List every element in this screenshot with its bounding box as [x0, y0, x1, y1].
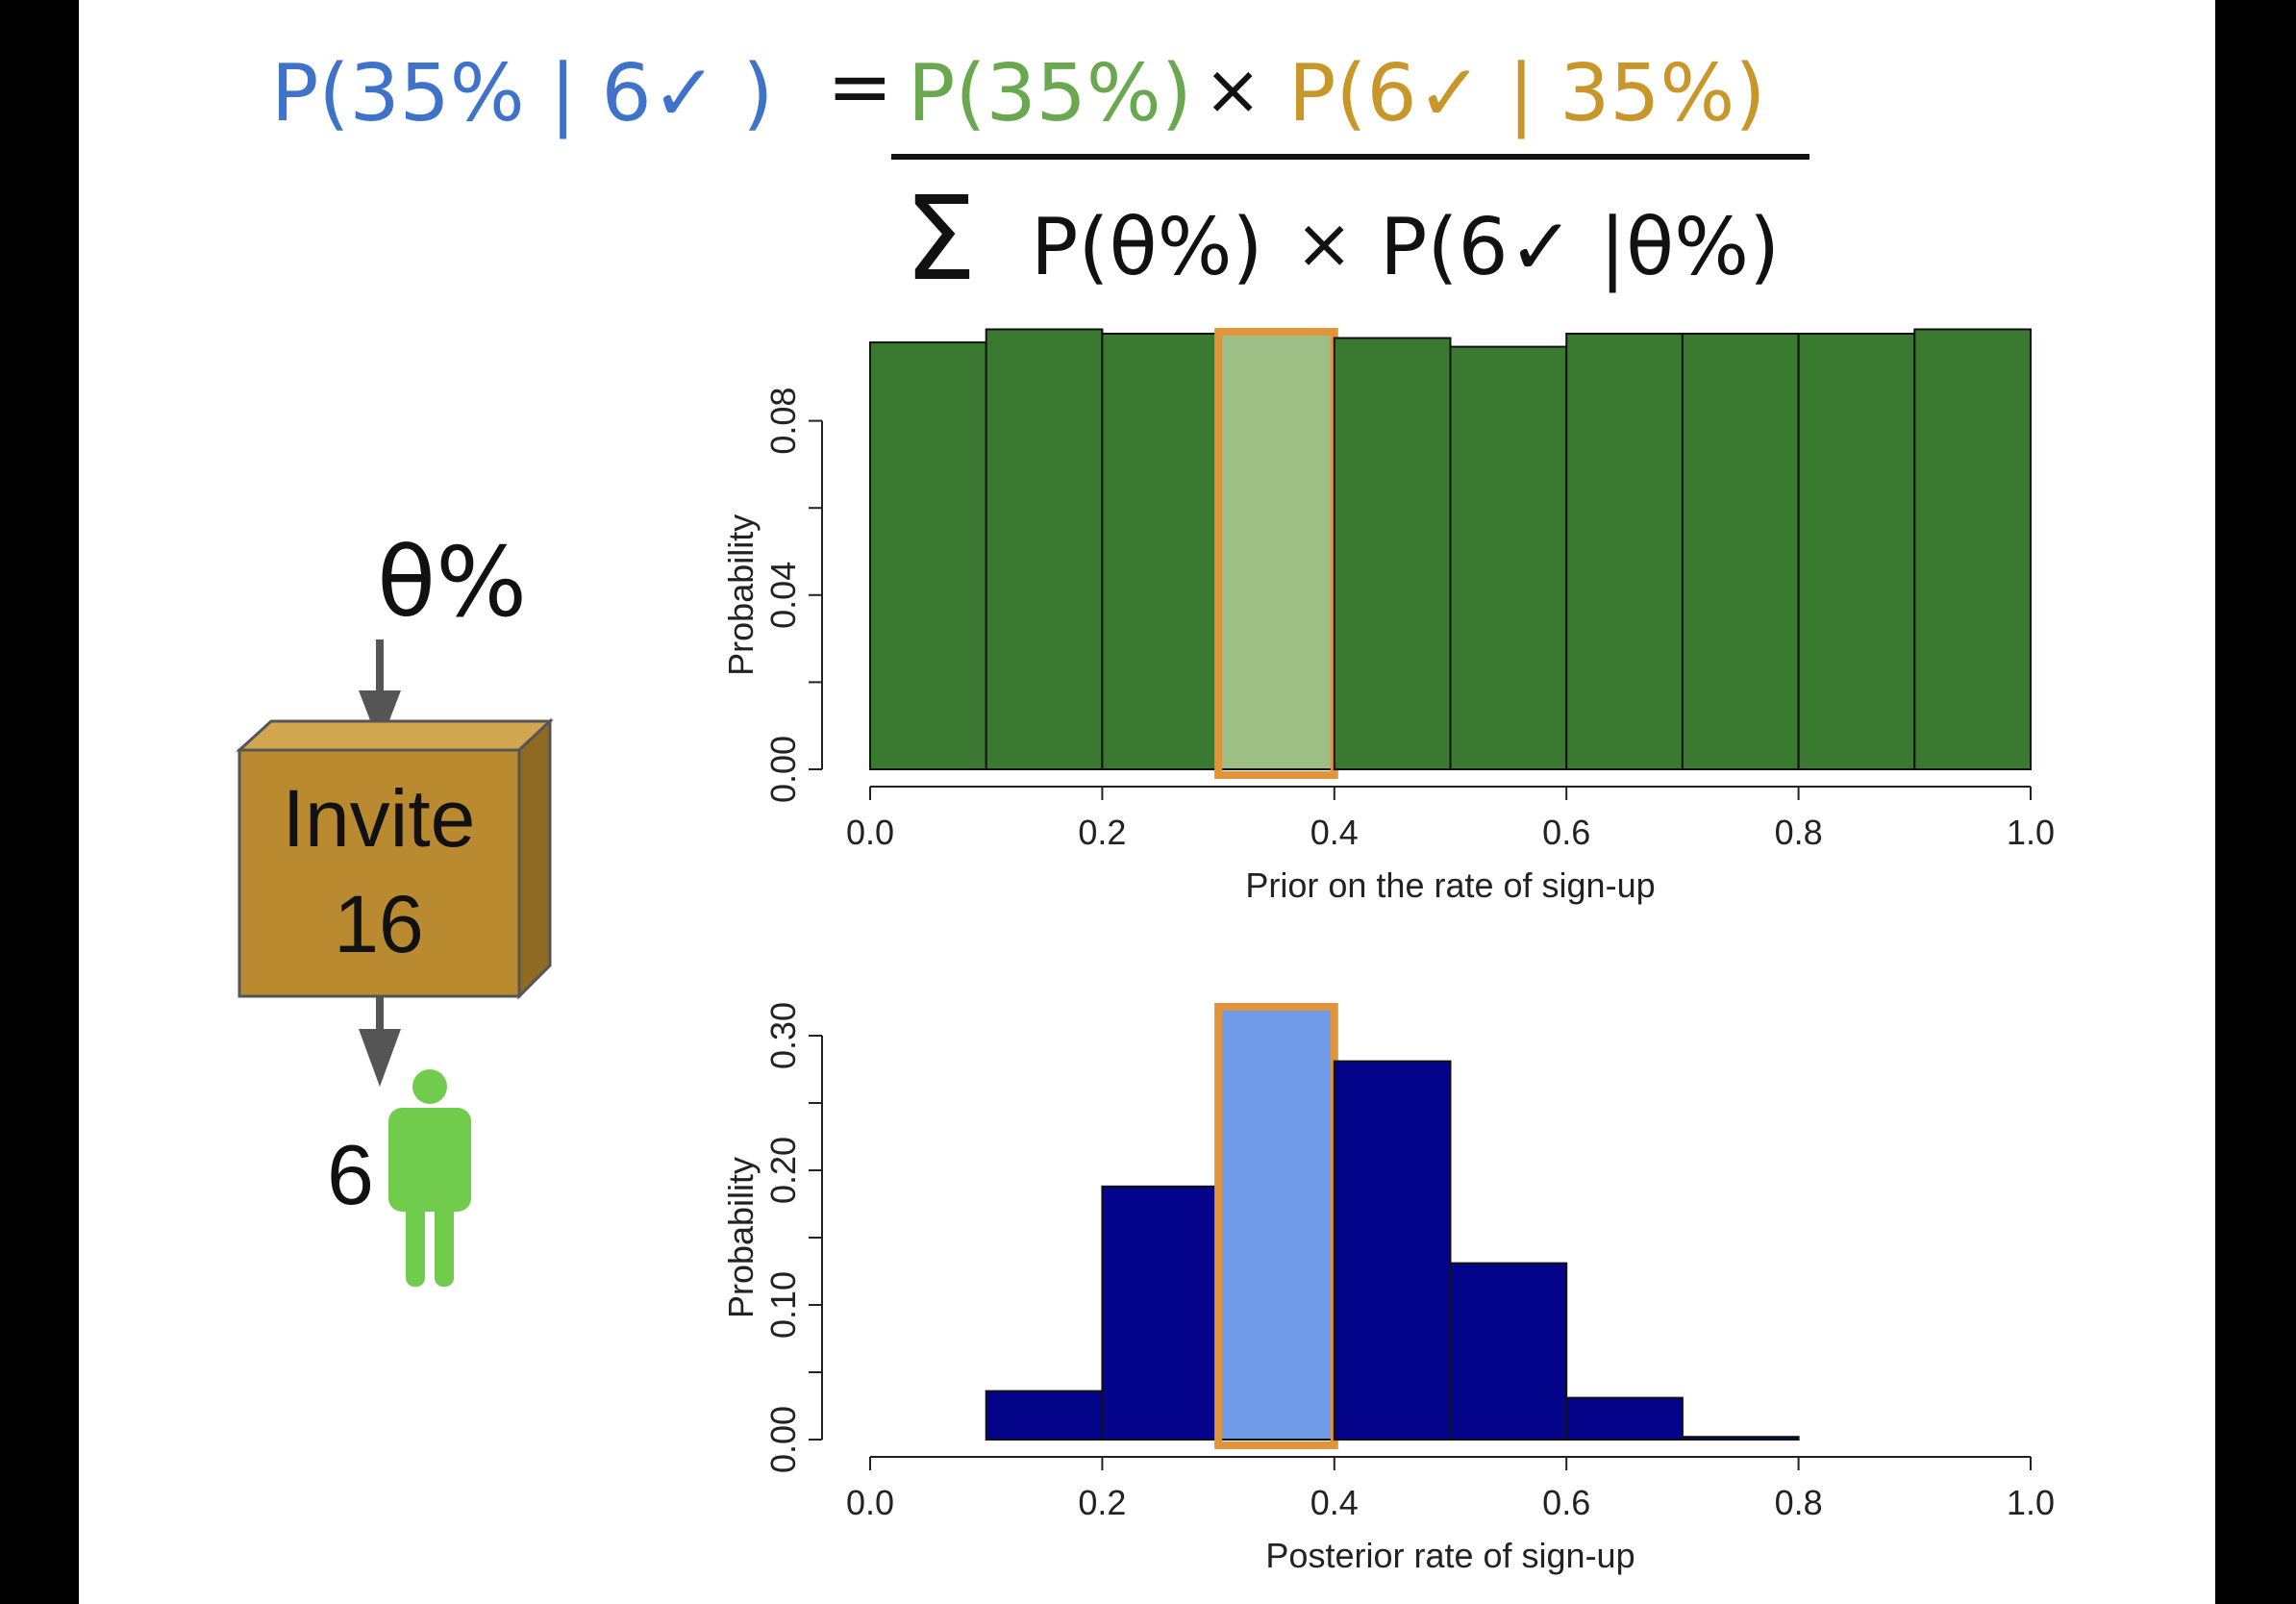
arrow-down-icon [359, 639, 401, 745]
x-tick-label: 1.0 [2007, 813, 2055, 852]
bar [1333, 337, 1452, 770]
x-tick-label: 0.8 [1775, 1483, 1823, 1522]
bar [1101, 1185, 1220, 1441]
formula-denominator-prior: P(θ%) [1031, 202, 1263, 293]
x-tick-label: 0.0 [846, 813, 894, 852]
person-icon [388, 1069, 471, 1287]
bar [985, 328, 1104, 770]
y-tick-label: 0.04 [763, 562, 803, 629]
y-tick-label: 0.00 [763, 1406, 803, 1473]
y-axis-label: Probability [721, 1157, 761, 1318]
x-tick-label: 0.2 [1078, 1483, 1126, 1522]
box-label-count: 16 [334, 879, 423, 969]
y-tick-label: 0.20 [763, 1137, 803, 1204]
prior-chart: 0.00 0.04 0.08 Probability 0.0 0.2 0.4 0.6 0.8 1.… [721, 328, 2055, 905]
y-tick-label: 0.08 [763, 388, 803, 455]
y-axis-label: Probability [721, 514, 761, 676]
x-tick-label: 0.8 [1775, 813, 1823, 852]
bar [1449, 345, 1568, 770]
formula-numerator-likelihood: P(6✓ | 35%) [1288, 48, 1765, 139]
x-tick-label: 0.6 [1542, 813, 1590, 852]
arrow-down-icon [359, 996, 401, 1087]
formula-lhs: P(35% | 6✓ ) [271, 48, 773, 139]
invite-box: Invite 16 [236, 717, 554, 1000]
sigma-symbol: Σ [904, 173, 977, 307]
x-tick-label: 0.0 [846, 1483, 894, 1522]
box-front-face [237, 748, 521, 998]
bar [1565, 1396, 1684, 1441]
bar [985, 1390, 1104, 1441]
x-tick-label: 0.6 [1542, 1483, 1590, 1522]
y-tick-label: 0.30 [763, 1002, 803, 1069]
bar [869, 341, 987, 770]
formula-denominator-likelihood: P(6✓ |θ%) [1380, 202, 1780, 293]
x-tick-label: 0.4 [1310, 1483, 1359, 1522]
x-tick-label: 0.4 [1310, 813, 1359, 852]
box-top-face [236, 719, 554, 752]
x-axis-label: Posterior rate of sign-up [1265, 1536, 1635, 1575]
bayes-formula: P(35% | 6✓ ) = P(35%) × P(6✓ | 35%) Σ P(… [271, 41, 1809, 307]
bar [1681, 1436, 1800, 1441]
generative-diagram: θ% Invite 16 6 [236, 526, 554, 1287]
slide-background: P(35% | 6✓ ) = P(35%) × P(6✓ | 35%) Σ P(… [79, 0, 2215, 1604]
bar [1913, 328, 2033, 770]
bar [1565, 333, 1684, 770]
highlighted-bar [1217, 1008, 1335, 1441]
formula-times: × [1204, 49, 1261, 130]
x-tick-label: 0.2 [1078, 813, 1126, 852]
theta-label: θ% [377, 526, 527, 639]
box-label-invite: Invite [283, 773, 476, 864]
bar [1797, 333, 1916, 770]
bar [1333, 1060, 1452, 1441]
bar [1101, 333, 1220, 770]
x-axis-label: Prior on the rate of sign-up [1245, 865, 1655, 905]
formula-equals: = [827, 41, 893, 133]
signup-count: 6 [327, 1127, 374, 1222]
y-tick-label: 0.10 [763, 1271, 803, 1339]
x-tick-label: 1.0 [2007, 1483, 2055, 1522]
formula-numerator-prior: P(35%) [908, 48, 1192, 139]
slide-canvas: P(35% | 6✓ ) = P(35%) × P(6✓ | 35%) Σ P(… [236, 41, 2055, 1575]
bar [1681, 333, 1800, 770]
y-tick-label: 0.00 [763, 736, 803, 803]
highlighted-bar [1217, 333, 1335, 770]
bar [1449, 1262, 1568, 1441]
posterior-chart: 0.00 0.10 0.20 0.30 Probability 0.0 0.2 0.4 0.6 0… [721, 1002, 2055, 1575]
box-side-face [517, 717, 552, 1000]
formula-denominator-times: × [1295, 203, 1353, 284]
